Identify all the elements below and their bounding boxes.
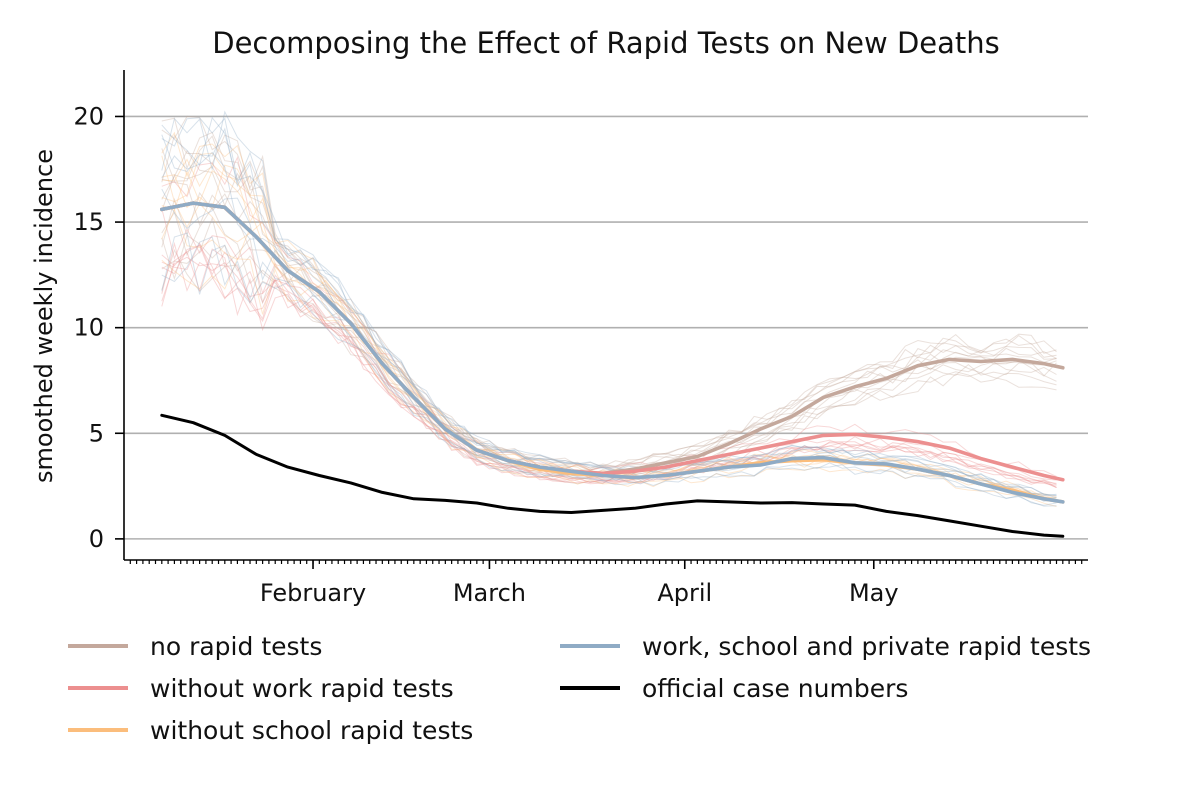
ensemble-run <box>161 165 1057 472</box>
legend-swatch <box>68 686 128 690</box>
ensemble-run <box>161 241 1057 488</box>
ensemble-run <box>161 155 1057 477</box>
ensemble-run <box>161 248 1057 489</box>
legend-label: work, school and private rapid tests <box>642 631 1092 661</box>
ensemble-run <box>161 115 1057 468</box>
y-tick-label: 5 <box>89 419 104 447</box>
legend-item: work, school and private rapid tests <box>560 628 1091 664</box>
ensemble-run <box>161 127 1057 499</box>
legend-label: official case numbers <box>642 673 909 703</box>
series-line <box>160 201 1065 504</box>
ensemble-run <box>161 208 1057 481</box>
legend-swatch <box>560 686 620 690</box>
legend-label: without school rapid tests <box>150 715 474 745</box>
y-tick-label: 0 <box>89 525 104 553</box>
ensemble-run <box>161 258 1057 507</box>
ensemble-run <box>161 117 1057 469</box>
ensemble-runs <box>161 110 1057 507</box>
y-axis-label: smoothed weekly incidence <box>30 149 58 483</box>
ensemble-run <box>161 110 1057 496</box>
legend: no rapid tests without work rapid tests … <box>68 628 1188 758</box>
ensemble-run <box>161 164 1057 499</box>
ensemble-run <box>161 244 1057 484</box>
axes: 0 5 10 15 20 February March April May <box>73 70 1088 607</box>
legend-item: official case numbers <box>560 670 908 706</box>
legend-item: no rapid tests <box>68 628 322 664</box>
ensemble-run <box>161 134 1057 469</box>
legend-swatch <box>560 644 620 648</box>
chart-title: Decomposing the Effect of Rapid Tests on… <box>212 26 1000 60</box>
ensemble-run <box>161 117 1057 497</box>
legend-label: without work rapid tests <box>150 673 454 703</box>
y-tick-label: 10 <box>73 314 104 342</box>
ensemble-run <box>161 232 1057 507</box>
x-tick-label: March <box>453 579 526 607</box>
ensemble-run <box>161 242 1057 489</box>
legend-item: without work rapid tests <box>68 670 454 706</box>
legend-label: no rapid tests <box>150 631 323 661</box>
ensemble-run <box>161 170 1057 501</box>
series-line <box>160 413 1065 538</box>
ensemble-run <box>161 151 1057 500</box>
ensemble-run <box>161 158 1057 501</box>
ensemble-run <box>161 116 1057 497</box>
x-tick-label: February <box>260 579 366 607</box>
x-tick-label: May <box>849 579 899 607</box>
ensemble-run <box>161 256 1057 486</box>
y-tick-label: 20 <box>73 102 104 130</box>
legend-swatch <box>68 644 128 648</box>
ensemble-run <box>161 234 1057 479</box>
series-lines <box>160 201 1065 538</box>
ensemble-run <box>161 244 1057 485</box>
legend-swatch <box>68 728 128 732</box>
ensemble-run <box>161 216 1057 481</box>
series-line <box>160 201 1065 482</box>
ensemble-run <box>161 191 1057 476</box>
ensemble-run <box>161 236 1057 506</box>
x-tick-label: April <box>657 579 712 607</box>
ensemble-run <box>161 178 1057 476</box>
legend-item: without school rapid tests <box>68 712 473 748</box>
ensemble-run <box>161 248 1057 485</box>
y-tick-label: 15 <box>73 208 104 236</box>
ensemble-run <box>161 149 1057 471</box>
ensemble-run <box>161 135 1057 471</box>
gridlines <box>124 115 1088 540</box>
